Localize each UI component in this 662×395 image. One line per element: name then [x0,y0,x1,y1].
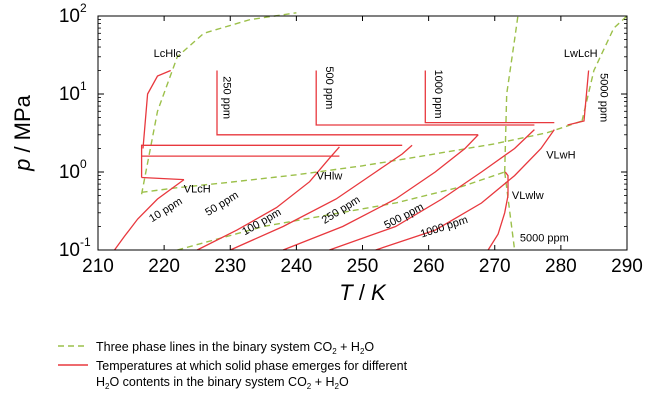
x-tick-label: 290 [611,256,643,277]
x-tick-label: 270 [479,256,511,277]
y-tick-label: 102 [59,1,87,27]
solid-emergence-curve [113,179,185,251]
ppm-label: 500 ppm [382,201,425,232]
region-label: VHlw [317,171,343,183]
ppm-label: 100 ppm [240,206,283,238]
x-tick-label: 210 [82,256,114,277]
solid-emergence-curve [487,195,509,251]
three-phase-line [177,171,505,251]
y-tick-label: 101 [59,79,87,105]
y-tick-label: 100 [59,157,87,183]
solid-emergence-curve [329,129,535,251]
solid-emergence-segment [141,176,185,181]
solid-emergence-curve [196,146,340,251]
plot-labels: LcHlc LwLcH VLcH VHlw VLwH VLwlw 250 ppm 500 pp… [147,48,609,245]
solid-emergence-curve [375,129,555,251]
region-label: LwLcH [564,48,598,60]
ppm-label: 10 ppm [147,195,184,225]
ppm-label: 5000 ppm [598,73,610,122]
three-phase-line [504,171,516,251]
three-phase-line [581,15,628,122]
x-tick-label: 280 [545,256,577,277]
x-axis-title: T / K [339,280,387,305]
ppm-label: 250 ppm [221,76,233,119]
region-label: VLwlw [512,190,544,202]
legend-label: Temperatures at which solid phase emerge… [96,359,408,373]
ppm-label: 5000 ppm [520,233,569,245]
ppm-label: 1000 ppm [419,214,469,241]
three-phase-line [504,15,519,173]
solid-emergence-curve [282,134,479,251]
ppm-label: 1000 ppm [432,70,444,119]
legend-label: Three phase lines in the binary system C… [96,340,374,356]
x-tick-label: 250 [347,256,379,277]
solid-emergence-segment [424,70,555,124]
three-phase-line [141,120,583,193]
three-phase-line [140,12,297,195]
solid-emergence-segment [504,171,509,196]
solid-emergence-segment [315,70,535,126]
region-label: LcHlc [154,48,182,60]
x-tick-label: 260 [413,256,445,277]
solid-emergence-segment [142,69,171,149]
axis-titles: T / K p / MPa [10,94,387,305]
legend-label: H2O contents in the binary system CO2 + … [96,375,349,391]
ppm-label: 500 ppm [323,66,335,109]
solid-emergence-segment [140,144,403,178]
x-tick-label: 230 [214,256,246,277]
plot-marks [113,12,628,251]
y-axis-title: p / MPa [10,94,35,172]
x-tick-label: 240 [281,256,313,277]
solid-emergence-segment [567,70,590,126]
legend: Three phase lines in the binary system C… [58,340,408,391]
axis-ticks: 210 220 230 240 250 260 270 280 290 10-1 100 101 102 [59,1,643,277]
solid-emergence-segment [216,70,479,136]
region-label: VLcH [184,183,211,195]
region-label: VLwH [546,149,575,161]
y-tick-label: 10-1 [59,235,91,261]
x-tick-label: 220 [148,256,180,277]
solid-emergence-curve [230,144,413,251]
